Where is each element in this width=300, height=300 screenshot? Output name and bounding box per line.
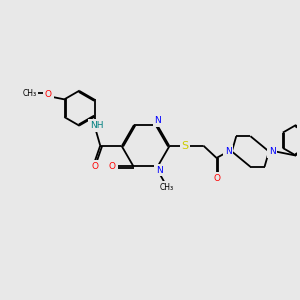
- Text: NH: NH: [90, 121, 103, 130]
- Text: O: O: [213, 174, 220, 183]
- Text: O: O: [45, 90, 52, 99]
- Text: CH₃: CH₃: [160, 183, 174, 192]
- Text: CH₃: CH₃: [22, 89, 36, 98]
- Text: N: N: [154, 116, 161, 125]
- Text: O: O: [92, 162, 98, 171]
- Text: N: N: [156, 166, 163, 175]
- Text: O: O: [109, 162, 116, 171]
- Text: N: N: [225, 147, 232, 156]
- Text: N: N: [269, 147, 276, 156]
- Text: S: S: [182, 141, 189, 151]
